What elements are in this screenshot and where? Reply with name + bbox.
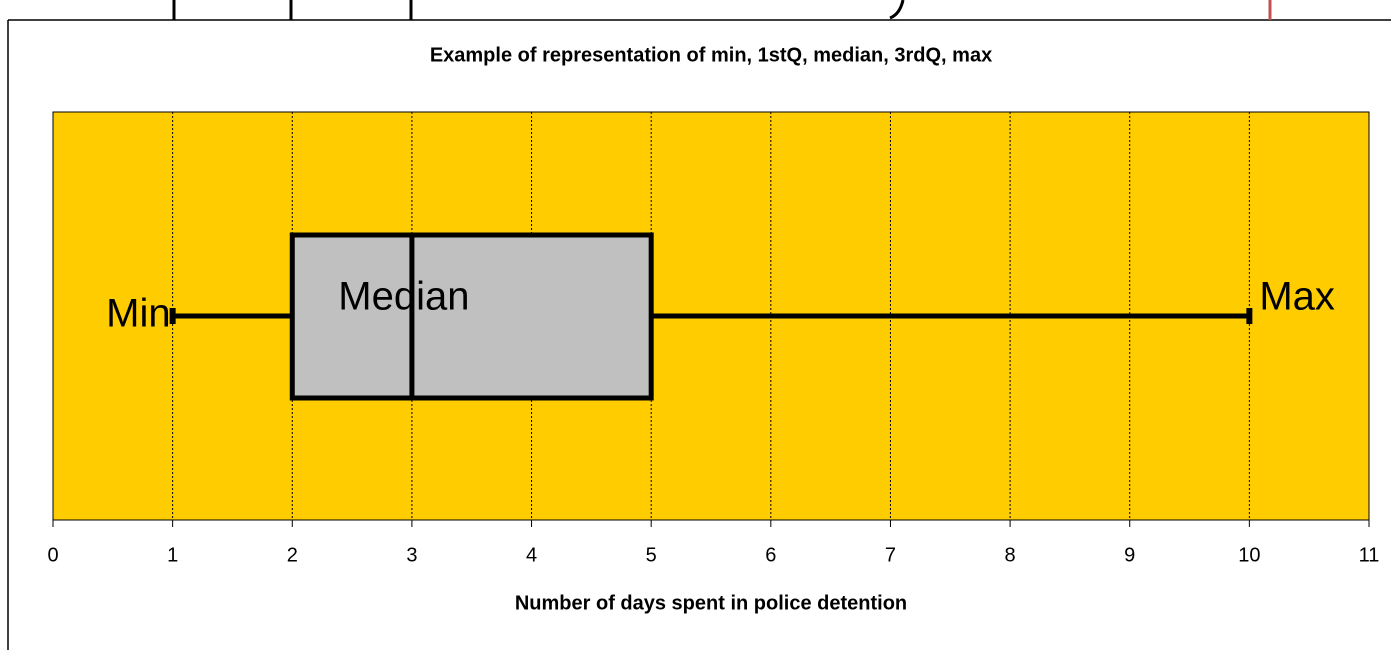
cropped-curve (889, 0, 905, 20)
x-tick-label: 2 (287, 544, 298, 566)
annotation: Max (1259, 275, 1335, 319)
x-tick-label: 1 (167, 544, 178, 566)
x-tick-label: 4 (526, 544, 537, 566)
x-tick-label: 9 (1124, 544, 1135, 566)
x-tick-label: 6 (765, 544, 776, 566)
annotation: Min (106, 292, 170, 336)
chart-title: Example of representation of min, 1stQ, … (430, 44, 992, 66)
x-axis-label: Number of days spent in police detention (515, 592, 907, 614)
x-tick-label: 10 (1238, 544, 1260, 566)
box (289, 232, 654, 401)
x-tick-label: 5 (646, 544, 657, 566)
x-tick-label: 0 (47, 544, 58, 566)
annotation: Median (338, 275, 469, 319)
x-tick-label: 8 (1005, 544, 1016, 566)
x-tick-label: 11 (1359, 544, 1380, 566)
x-tick-label: 3 (406, 544, 417, 566)
x-tick-label: 7 (885, 544, 896, 566)
